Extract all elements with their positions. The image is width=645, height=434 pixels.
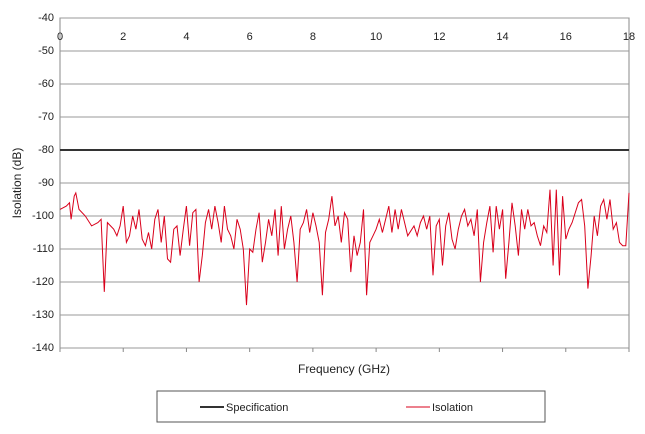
y-tick-label: -110 [33, 243, 54, 255]
x-tick-label: 10 [370, 31, 382, 43]
y-axis-label: Isolation (dB) [10, 148, 24, 219]
y-tick-label: -50 [38, 45, 54, 57]
x-tick-label: 4 [183, 31, 189, 43]
y-tick-label: -130 [32, 309, 54, 321]
series-line [59, 189, 630, 306]
x-tick-label: 16 [560, 31, 572, 43]
y-tick-label: -90 [38, 177, 54, 189]
x-tick-label: 2 [120, 31, 126, 43]
x-tick-label: 0 [57, 31, 63, 43]
x-tick-label: 6 [247, 31, 253, 43]
x-tick-label: 18 [623, 31, 635, 43]
y-tick-label: -70 [38, 111, 54, 123]
legend-label: Isolation [432, 402, 473, 414]
y-tick-label: -80 [38, 144, 54, 156]
x-tick-label: 8 [310, 31, 316, 43]
legend-label: Specification [226, 402, 288, 414]
x-axis-label: Frequency (GHz) [298, 362, 390, 376]
y-tick-label: -60 [38, 78, 54, 90]
y-tick-label: -100 [32, 210, 54, 222]
y-tick-label: -40 [38, 12, 54, 24]
x-tick-label: 14 [496, 31, 508, 43]
y-tick-label: -120 [32, 276, 54, 288]
x-tick-label: 12 [433, 31, 445, 43]
y-tick-label: -140 [32, 342, 54, 354]
